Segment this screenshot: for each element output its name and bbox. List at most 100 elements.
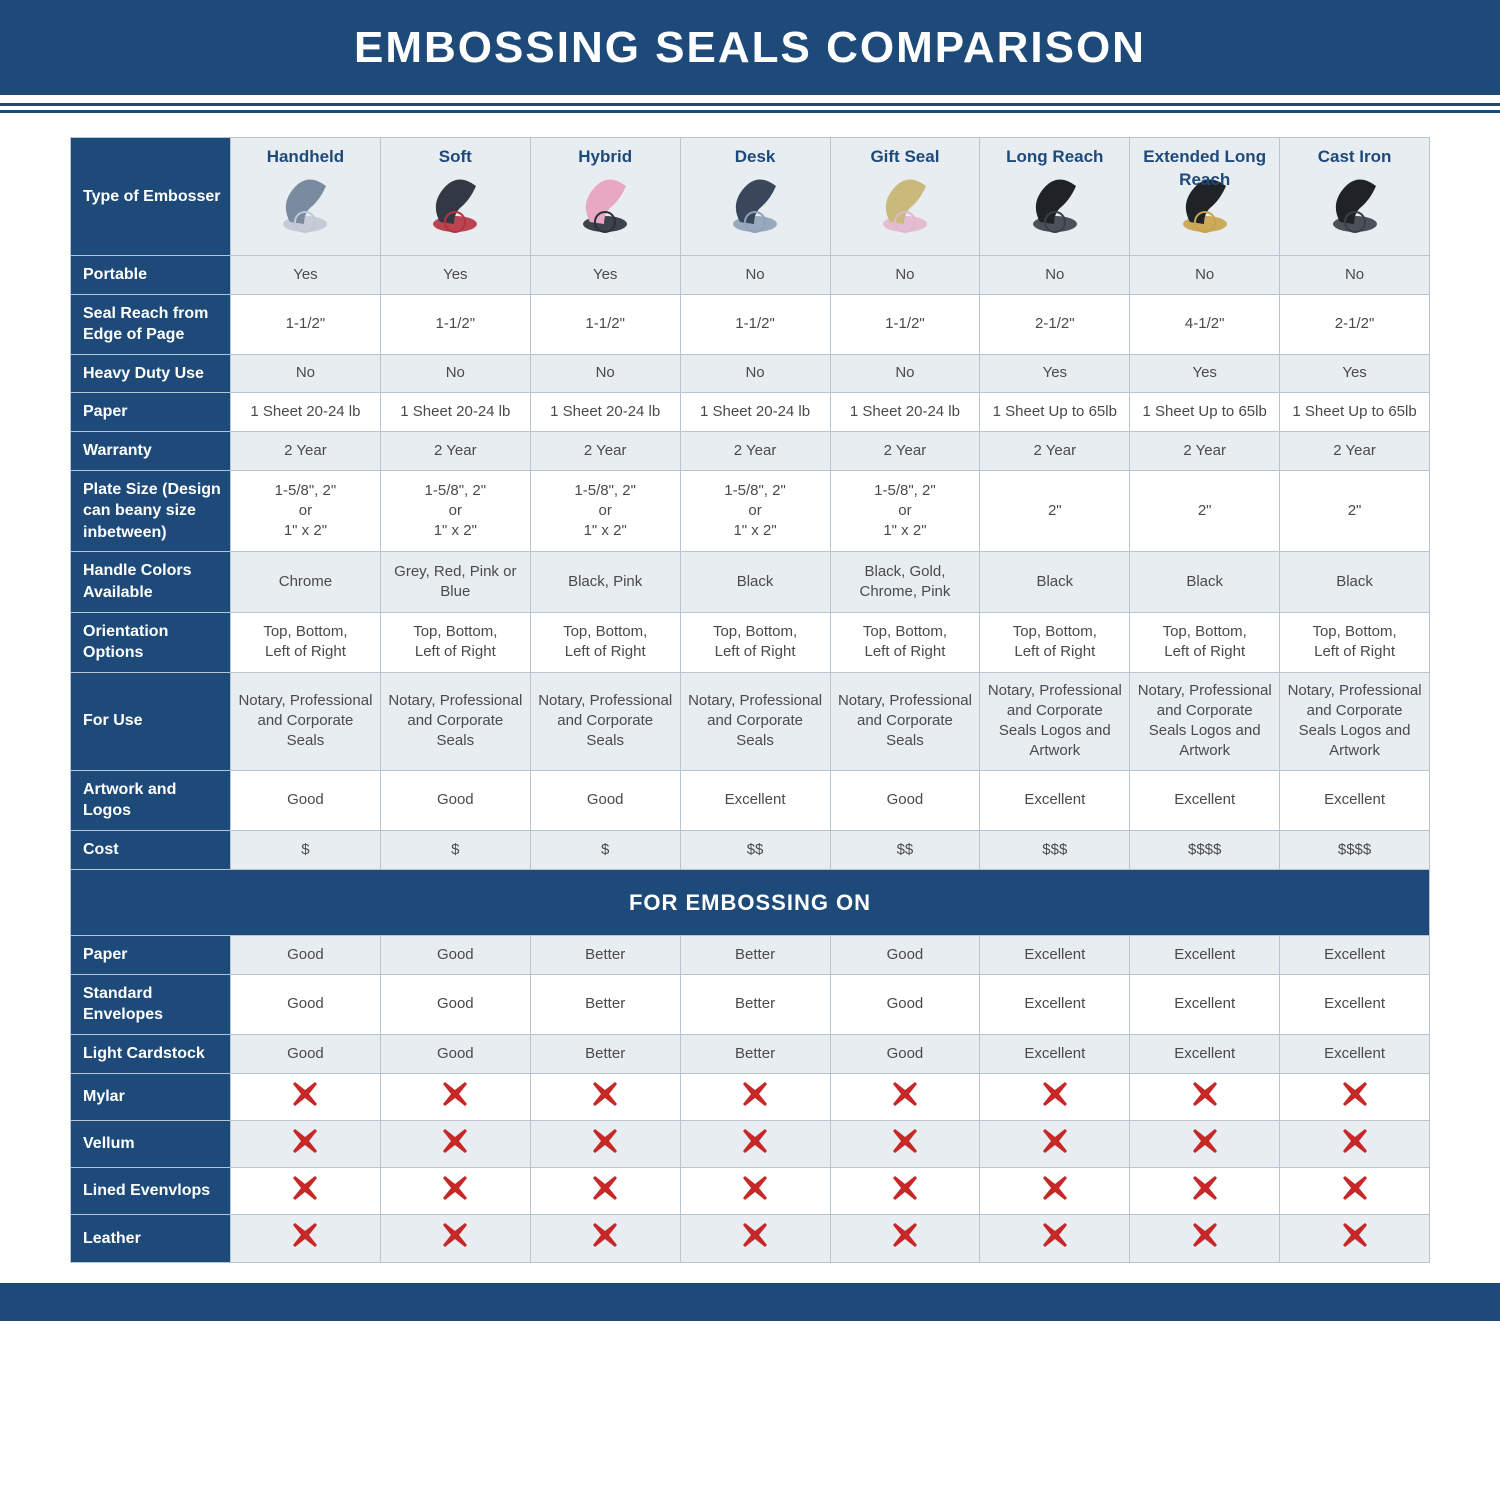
data-cell — [530, 1073, 680, 1120]
x-icon — [593, 1140, 617, 1157]
table-body-1: PortableYesYesYesNoNoNoNoNo Seal Reach f… — [71, 256, 1430, 870]
data-cell: Yes — [1130, 354, 1280, 393]
x-icon — [293, 1234, 317, 1251]
data-cell: Good — [380, 770, 530, 830]
data-cell: Black, Gold, Chrome, Pink — [830, 552, 980, 612]
comparison-table: Type of Embosser Handheld Soft Hybrid De… — [70, 137, 1430, 1263]
data-cell — [380, 1215, 530, 1262]
data-cell: 4-1/2" — [1130, 294, 1280, 354]
data-cell: $ — [231, 830, 381, 869]
section-header-body: FOR EMBOSSING ON — [71, 869, 1430, 936]
section-header-cell: FOR EMBOSSING ON — [71, 869, 1430, 936]
data-cell: $ — [530, 830, 680, 869]
data-cell: 1 Sheet 20-24 lb — [830, 393, 980, 432]
data-cell — [830, 1168, 980, 1215]
data-cell — [1280, 1215, 1430, 1262]
data-cell: Black — [980, 552, 1130, 612]
data-cell — [680, 1073, 830, 1120]
data-cell: 2 Year — [1280, 431, 1430, 470]
row-label: Orientation Options — [71, 612, 231, 672]
column-header: Soft — [380, 138, 530, 256]
x-icon — [1193, 1140, 1217, 1157]
x-icon — [1343, 1234, 1367, 1251]
product-thumb — [570, 174, 640, 241]
data-cell: 2 Year — [680, 431, 830, 470]
data-cell: Top, Bottom,Left of Right — [530, 612, 680, 672]
data-cell: Excellent — [980, 974, 1130, 1034]
row-label: Standard Envelopes — [71, 974, 231, 1034]
product-thumb — [870, 174, 940, 241]
table-row: For UseNotary, Professional and Corporat… — [71, 672, 1430, 770]
row-label: Warranty — [71, 431, 231, 470]
data-cell — [530, 1215, 680, 1262]
data-cell: $$ — [830, 830, 980, 869]
data-cell — [380, 1073, 530, 1120]
data-cell: Better — [530, 936, 680, 975]
data-cell: Yes — [980, 354, 1130, 393]
data-cell: Notary, Professional and Corporate Seals… — [1280, 672, 1430, 770]
product-thumb — [1020, 174, 1090, 241]
table-row: Heavy Duty UseNoNoNoNoNoYesYesYes — [71, 354, 1430, 393]
data-cell — [680, 1120, 830, 1167]
data-cell — [231, 1215, 381, 1262]
x-icon — [743, 1234, 767, 1251]
x-icon — [1343, 1187, 1367, 1204]
data-cell: Grey, Red, Pink or Blue — [380, 552, 530, 612]
table-row: PaperGoodGoodBetterBetterGoodExcellentEx… — [71, 936, 1430, 975]
data-cell: 2" — [1280, 470, 1430, 552]
data-cell: Notary, Professional and Corporate Seals — [380, 672, 530, 770]
data-cell: Notary, Professional and Corporate Seals — [680, 672, 830, 770]
data-cell: Chrome — [231, 552, 381, 612]
data-cell — [830, 1073, 980, 1120]
data-cell — [231, 1120, 381, 1167]
data-cell: Black — [1280, 552, 1430, 612]
data-cell: Good — [830, 1034, 980, 1073]
data-cell: Excellent — [680, 770, 830, 830]
table-row: Leather — [71, 1215, 1430, 1262]
data-cell — [380, 1168, 530, 1215]
table-body-2: PaperGoodGoodBetterBetterGoodExcellentEx… — [71, 936, 1430, 1262]
data-cell: Good — [380, 974, 530, 1034]
data-cell: 1 Sheet Up to 65lb — [1130, 393, 1280, 432]
x-icon — [593, 1234, 617, 1251]
x-icon — [593, 1093, 617, 1110]
data-cell: No — [530, 354, 680, 393]
row-label: Portable — [71, 256, 231, 295]
row-label: Mylar — [71, 1073, 231, 1120]
data-cell — [980, 1215, 1130, 1262]
data-cell: 2 Year — [380, 431, 530, 470]
column-header: Cast Iron — [1280, 138, 1430, 256]
data-cell: Better — [530, 1034, 680, 1073]
data-cell: 1-1/2" — [830, 294, 980, 354]
data-cell: Excellent — [1280, 770, 1430, 830]
data-cell: Yes — [380, 256, 530, 295]
data-cell: Excellent — [1130, 770, 1280, 830]
table-row: Plate Size (Design can beany size inbetw… — [71, 470, 1430, 552]
data-cell: No — [1280, 256, 1430, 295]
x-icon — [1193, 1093, 1217, 1110]
x-icon — [1343, 1140, 1367, 1157]
data-cell: No — [380, 354, 530, 393]
data-cell — [380, 1120, 530, 1167]
data-cell: 1-1/2" — [380, 294, 530, 354]
table-row: Paper1 Sheet 20-24 lb1 Sheet 20-24 lb1 S… — [71, 393, 1430, 432]
data-cell — [980, 1120, 1130, 1167]
data-cell: Top, Bottom,Left of Right — [1280, 612, 1430, 672]
data-cell — [830, 1215, 980, 1262]
data-cell — [1130, 1120, 1280, 1167]
data-cell: $$$$ — [1130, 830, 1280, 869]
table-row: Warranty2 Year2 Year2 Year2 Year2 Year2 … — [71, 431, 1430, 470]
x-icon — [743, 1187, 767, 1204]
data-cell: Notary, Professional and Corporate Seals — [530, 672, 680, 770]
product-thumb — [1320, 174, 1390, 241]
data-cell: No — [680, 354, 830, 393]
data-cell — [680, 1215, 830, 1262]
data-cell: $$ — [680, 830, 830, 869]
row-label: For Use — [71, 672, 231, 770]
data-cell: Notary, Professional and Corporate Seals — [231, 672, 381, 770]
data-cell — [1130, 1215, 1280, 1262]
data-cell: Top, Bottom,Left of Right — [231, 612, 381, 672]
x-icon — [1193, 1187, 1217, 1204]
data-cell: Excellent — [1280, 936, 1430, 975]
product-thumb — [420, 174, 490, 241]
